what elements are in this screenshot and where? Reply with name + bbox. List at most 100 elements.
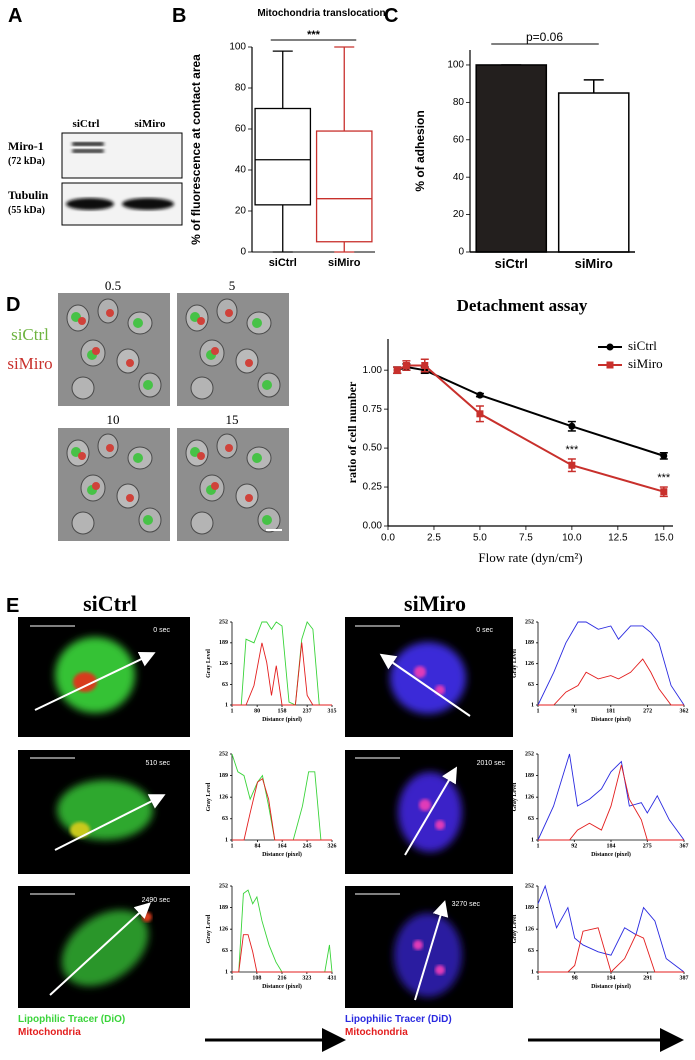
blot-band xyxy=(122,198,174,210)
series-line xyxy=(232,642,332,706)
point xyxy=(476,391,484,399)
x-tick-label: 2.5 xyxy=(427,533,441,544)
y-tick-label: 252 xyxy=(525,619,534,625)
panel-label: C xyxy=(384,5,398,27)
y-tick-label: 63 xyxy=(222,816,228,822)
profile-arrow xyxy=(54,794,166,851)
x-axis-label: Distance (pixel) xyxy=(591,851,631,858)
y-axis-label: Gray Level xyxy=(206,782,212,811)
x-tick-label: 387 xyxy=(680,975,689,981)
y-tick-label: 1 xyxy=(531,702,534,708)
series-line xyxy=(538,927,684,973)
bar xyxy=(557,92,630,253)
y-axis-label: Gray Level xyxy=(206,649,212,678)
mito-signal xyxy=(435,820,445,830)
time-label: 0 sec xyxy=(153,627,170,634)
time-label: 3270 sec xyxy=(452,901,481,908)
x-tick-label: 323 xyxy=(302,975,311,981)
microscopy-image xyxy=(176,292,290,407)
y-axis-label: Gray Level xyxy=(512,649,518,678)
panel-label: D xyxy=(6,294,20,316)
time-label: 2490 sec xyxy=(142,897,171,904)
x-tick-label: siCtrl xyxy=(495,256,528,271)
profile-arrow xyxy=(34,651,156,711)
point xyxy=(421,361,429,369)
series-line xyxy=(396,364,665,493)
x-tick-label: 272 xyxy=(643,708,652,714)
x-tick-label: 108 xyxy=(252,975,261,981)
y-axis-label: Gray Level xyxy=(512,782,518,811)
y-tick-label: 252 xyxy=(525,751,534,757)
y-tick-label: 20 xyxy=(453,209,465,220)
blot-membrane xyxy=(61,132,183,179)
y-tick-label: 1 xyxy=(531,969,534,975)
y-axis-label: % of fluorescence at contact area xyxy=(189,54,203,245)
x-tick-label: siMiro xyxy=(575,256,613,271)
flow-rate-label: 5 xyxy=(229,278,236,293)
x-tick-label: 0.0 xyxy=(381,533,395,544)
series-line xyxy=(537,753,685,841)
time-label: 0 sec xyxy=(476,627,493,634)
x-tick-label: 181 xyxy=(606,708,615,714)
x-tick-label: 164 xyxy=(278,843,287,849)
cell-signal xyxy=(55,637,135,713)
x-tick-label: 1 xyxy=(231,708,234,714)
x-tick-label: 184 xyxy=(607,843,616,849)
legend-text: Mitochondria xyxy=(18,1027,81,1038)
box xyxy=(254,107,312,206)
panel-label: A xyxy=(8,5,22,27)
y-tick-label: 252 xyxy=(219,619,228,625)
x-tick-label: 1 xyxy=(231,843,234,849)
y-axis-label: ratio of cell number xyxy=(345,381,359,483)
box xyxy=(315,130,373,243)
x-tick-label: 80 xyxy=(254,708,260,714)
y-tick-label: 189 xyxy=(525,773,534,779)
x-tick-label: siMiro xyxy=(328,257,361,269)
y-tick-label: 20 xyxy=(235,206,247,217)
x-tick-label: 367 xyxy=(680,843,689,849)
x-tick-label: 5.0 xyxy=(473,533,487,544)
microscopy-image xyxy=(176,427,290,542)
x-tick-label: 431 xyxy=(328,975,337,981)
x-tick-label: 10.0 xyxy=(562,533,582,544)
band-name: Miro-1 xyxy=(8,139,44,153)
y-tick-label: 126 xyxy=(219,661,228,667)
y-tick-label: 189 xyxy=(525,905,534,911)
x-axis-label: Flow rate (dyn/cm²) xyxy=(478,550,582,565)
y-tick-label: 252 xyxy=(219,751,228,757)
annotation: *** xyxy=(565,444,579,456)
legend-text: Lipophilic Tracer (DiO) xyxy=(18,1014,125,1025)
y-tick-label: 0 xyxy=(458,247,464,258)
y-axis-label: % of adhesion xyxy=(413,110,427,191)
y-tick-label: 252 xyxy=(219,883,228,889)
bar xyxy=(475,64,548,253)
point xyxy=(476,410,484,418)
annotation: *** xyxy=(657,472,671,484)
x-tick-label: 326 xyxy=(328,843,337,849)
condition-label: siMiro xyxy=(7,354,52,373)
legend-label: siCtrl xyxy=(628,338,657,353)
point xyxy=(568,461,576,469)
series-line xyxy=(538,658,684,706)
x-axis-label: Distance (pixel) xyxy=(591,716,631,723)
time-label: 510 sec xyxy=(145,760,170,767)
x-axis-label: Distance (pixel) xyxy=(591,983,631,990)
y-axis-label: Gray Level xyxy=(512,914,518,943)
panel-label: B xyxy=(172,5,186,27)
band-size: (72 kDa) xyxy=(8,156,45,167)
y-tick-label: 100 xyxy=(447,60,464,71)
x-axis-label: Distance (pixel) xyxy=(262,983,302,990)
y-tick-label: 80 xyxy=(235,83,247,94)
x-tick-label: 315 xyxy=(328,708,337,714)
x-tick-label: 245 xyxy=(303,843,312,849)
profile-arrow xyxy=(404,766,458,856)
y-tick-label: 1 xyxy=(225,969,228,975)
time-label: 2010 sec xyxy=(477,760,506,767)
x-tick-label: 1 xyxy=(537,843,540,849)
microscopy-image xyxy=(57,292,171,407)
band-size: (55 kDa) xyxy=(8,205,45,216)
x-tick-label: 98 xyxy=(572,975,578,981)
mito-signal xyxy=(73,672,97,692)
